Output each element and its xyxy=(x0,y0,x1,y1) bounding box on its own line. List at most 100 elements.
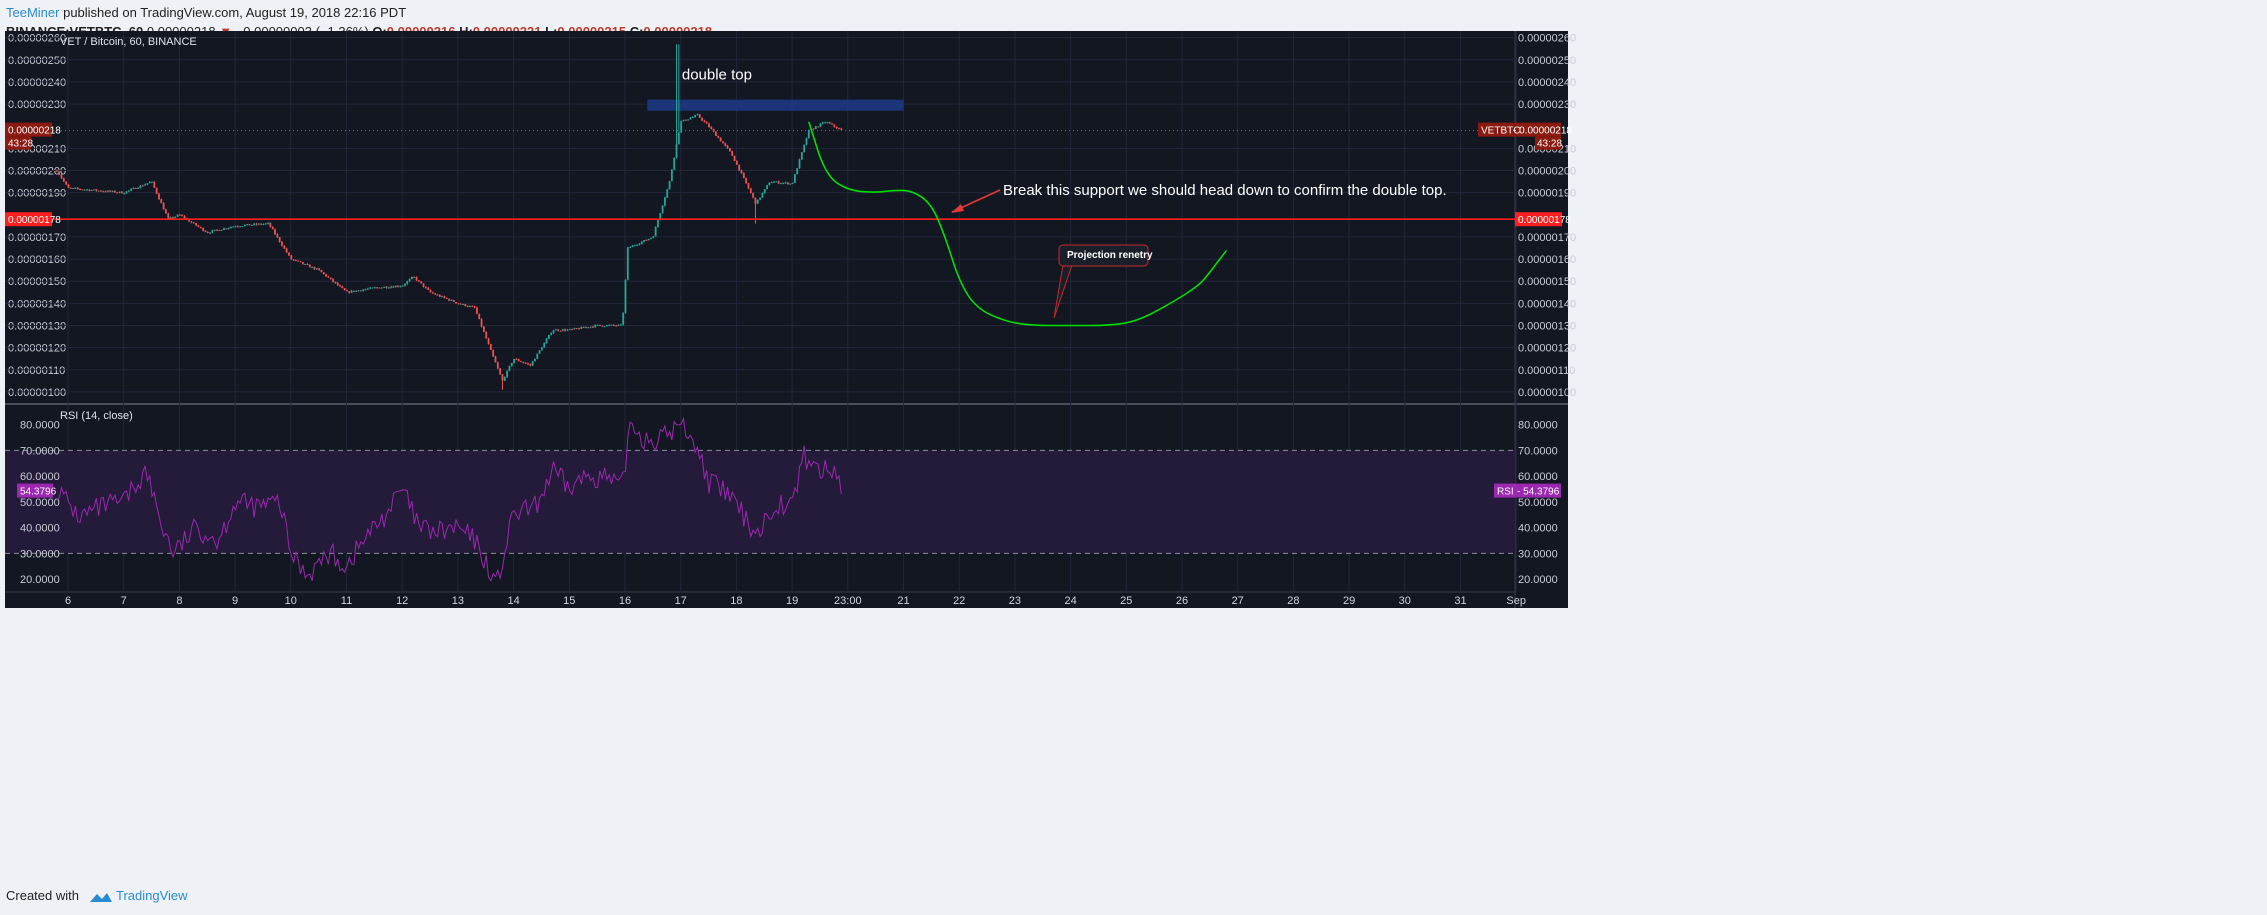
candle[interactable] xyxy=(359,290,362,292)
candle[interactable] xyxy=(118,191,121,194)
candle[interactable] xyxy=(83,189,86,191)
candle[interactable] xyxy=(812,128,815,130)
candle[interactable] xyxy=(587,327,590,329)
candle[interactable] xyxy=(768,182,771,186)
candle[interactable] xyxy=(719,137,722,142)
candle[interactable] xyxy=(638,242,641,246)
candle[interactable] xyxy=(670,169,673,182)
candle[interactable] xyxy=(717,135,720,139)
candle[interactable] xyxy=(262,223,265,226)
candle[interactable] xyxy=(223,227,225,231)
candle[interactable] xyxy=(534,358,536,362)
candle[interactable] xyxy=(652,235,655,239)
candle[interactable] xyxy=(225,228,228,230)
candle[interactable] xyxy=(241,225,244,228)
candle[interactable] xyxy=(476,306,478,315)
candles-series[interactable] xyxy=(55,44,843,390)
candle[interactable] xyxy=(547,334,550,340)
candle[interactable] xyxy=(492,349,495,358)
candle[interactable] xyxy=(127,190,130,193)
candle[interactable] xyxy=(603,326,606,328)
candle[interactable] xyxy=(348,291,351,294)
candle[interactable] xyxy=(675,44,678,159)
candle[interactable] xyxy=(288,252,290,257)
candle[interactable] xyxy=(452,299,455,303)
candle[interactable] xyxy=(610,324,613,326)
candle[interactable] xyxy=(561,328,564,332)
candle[interactable] xyxy=(640,240,643,245)
candle[interactable] xyxy=(780,182,782,185)
candle[interactable] xyxy=(285,247,288,254)
candle[interactable] xyxy=(109,190,112,193)
candle[interactable] xyxy=(297,260,300,262)
candle[interactable] xyxy=(332,278,334,283)
candle[interactable] xyxy=(480,318,483,328)
candle[interactable] xyxy=(506,370,509,378)
candle[interactable] xyxy=(313,266,316,270)
candle[interactable] xyxy=(462,303,464,306)
x-axis[interactable]: 6 7 8 9 10 11 12 13 14 15 16 17 18 19 23:00 21 22 23 24 25 2… xyxy=(65,595,1526,607)
candle[interactable] xyxy=(376,286,379,289)
candle[interactable] xyxy=(102,190,105,193)
candle[interactable] xyxy=(682,119,685,122)
candle[interactable] xyxy=(97,190,100,192)
candle[interactable] xyxy=(677,44,680,145)
candle[interactable] xyxy=(803,144,806,153)
candle[interactable] xyxy=(325,273,327,278)
candle[interactable] xyxy=(308,264,311,268)
candle[interactable] xyxy=(513,358,515,364)
candle[interactable] xyxy=(399,285,402,288)
candle[interactable] xyxy=(499,367,502,375)
candle[interactable] xyxy=(457,303,460,305)
candle[interactable] xyxy=(260,223,262,225)
candle[interactable] xyxy=(195,222,198,227)
candle[interactable] xyxy=(592,325,594,328)
candle[interactable] xyxy=(629,246,632,249)
candle[interactable] xyxy=(578,327,580,330)
candle[interactable] xyxy=(427,286,430,291)
candle[interactable] xyxy=(197,224,200,228)
candle[interactable] xyxy=(362,288,365,292)
candle[interactable] xyxy=(295,259,297,262)
candle[interactable] xyxy=(524,362,527,364)
candle[interactable] xyxy=(684,119,687,121)
candle[interactable] xyxy=(791,182,794,185)
candle[interactable] xyxy=(619,323,622,326)
candle[interactable] xyxy=(434,292,437,295)
candle[interactable] xyxy=(213,229,216,232)
candle[interactable] xyxy=(814,125,817,130)
candle[interactable] xyxy=(369,286,372,290)
current-price-line[interactable]: 0.00000218 43:28 VETBTC- 0.00000218 43:28 xyxy=(5,122,1572,150)
candle[interactable] xyxy=(633,244,636,247)
candle[interactable] xyxy=(418,280,420,283)
candle[interactable] xyxy=(274,228,276,235)
candle[interactable] xyxy=(172,216,174,219)
candle[interactable] xyxy=(501,373,504,390)
candle[interactable] xyxy=(573,327,576,330)
candle[interactable] xyxy=(380,287,383,289)
candle[interactable] xyxy=(234,225,237,228)
rsi-line[interactable] xyxy=(56,416,842,582)
candle[interactable] xyxy=(770,181,773,184)
candle[interactable] xyxy=(58,170,61,176)
candle[interactable] xyxy=(596,324,599,326)
candle[interactable] xyxy=(355,290,358,293)
candle[interactable] xyxy=(564,328,567,332)
candle[interactable] xyxy=(777,180,780,184)
candle[interactable] xyxy=(838,127,840,130)
candle[interactable] xyxy=(800,152,803,160)
candle[interactable] xyxy=(334,281,337,284)
candle[interactable] xyxy=(763,188,766,194)
candle[interactable] xyxy=(111,190,114,193)
candle[interactable] xyxy=(357,290,360,292)
candle[interactable] xyxy=(311,266,314,269)
candle[interactable] xyxy=(167,212,170,220)
candle[interactable] xyxy=(283,245,286,250)
candle[interactable] xyxy=(738,164,741,172)
candle[interactable] xyxy=(666,188,669,198)
candle[interactable] xyxy=(257,223,260,226)
candle[interactable] xyxy=(550,332,553,336)
candle[interactable] xyxy=(726,144,729,149)
candle[interactable] xyxy=(60,174,63,179)
candle[interactable] xyxy=(162,202,165,210)
